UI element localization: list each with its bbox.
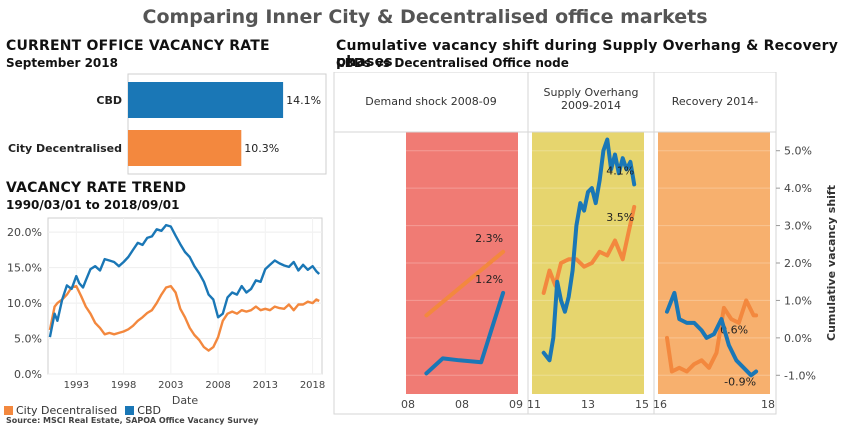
shift-y-tick: 1.0% [784, 294, 812, 307]
shift-end-label: 2.3% [475, 232, 503, 245]
shift-x-tick: 08 [401, 398, 415, 411]
trend-y-tick: 20.0% [7, 226, 42, 239]
shift-panel-label: Demand shock 2008-09 [365, 95, 496, 108]
shift-x-tick: 15 [635, 398, 649, 411]
shift-y-label: Cumulative vacancy shift [825, 185, 838, 341]
trend-line-decentralised [48, 284, 320, 352]
trend-line-chart: 0.0% 5.0% 10.0% 15.0% 20.0% 1993 1998 2003 2008 2… [7, 217, 325, 407]
bar-value-label: 10.3% [244, 142, 279, 155]
shift-y-tick: 2.0% [784, 257, 812, 270]
shift-y-tick: 5.0% [784, 145, 812, 158]
shift-line-cbd [665, 290, 759, 378]
trend-heading: VACANCY RATE TREND [6, 180, 187, 196]
trend-x-tick: 2013 [253, 380, 278, 391]
shift-panel-frame [653, 72, 777, 415]
page-title: Comparing Inner City & Decentralised off… [142, 6, 708, 28]
trend-y-tick: 0.0% [14, 368, 42, 381]
shift-panel-label: Recovery 2014- [672, 95, 758, 108]
vacancy-subheading: September 2018 [6, 56, 118, 70]
trend-y-tick: 10.0% [7, 297, 42, 310]
legend-swatch-decentralised [4, 406, 13, 415]
shift-end-label: 4.1% [606, 164, 634, 177]
shift-line-cbd [541, 137, 637, 363]
trend-x-tick: 2018 [300, 380, 325, 391]
bar-decentralised [128, 130, 242, 166]
vacancy-bar-chart: CBD 14.1% City Decentralised 10.3% [8, 73, 327, 175]
bar-category-label: City Decentralised [8, 142, 122, 155]
source-note: Source: MSCI Real Estate, SAPOA Office V… [6, 416, 259, 425]
vacancy-heading: CURRENT OFFICE VACANCY RATE [6, 38, 270, 54]
trend-x-tick: 2003 [158, 380, 183, 391]
shift-end-label: 1.2% [475, 273, 503, 286]
shift-x-tick: 11 [527, 398, 541, 411]
shift-panel-label: Supply Overhang [544, 86, 639, 99]
shift-x-tick: 13 [581, 398, 595, 411]
shift-phase-band [406, 132, 518, 394]
bar-value-label: 14.1% [286, 94, 321, 107]
shift-x-tick: 16 [653, 398, 667, 411]
trend-x-tick: 1993 [64, 380, 89, 391]
trend-x-label: Date [172, 394, 199, 407]
trend-line-cbd [48, 223, 321, 338]
shift-heading: Cumulative vacancy shift during Supply O… [336, 38, 839, 70]
trend-x-tick: 2008 [205, 380, 230, 391]
trend-plot-frame [47, 217, 323, 375]
legend-swatch-cbd [125, 406, 135, 415]
shift-line-chart: Demand shock 2008-09 Supply Overhang2009-… [333, 72, 838, 415]
shift-line-cbd [424, 290, 506, 376]
shift-subheading: CBDs vs Decentralised Office node [336, 56, 569, 70]
shift-x-tick: 18 [761, 398, 775, 411]
bar-category-label: CBD [96, 94, 122, 107]
shift-y-tick: -1.0% [784, 369, 816, 382]
shift-y-tick: 4.0% [784, 182, 812, 195]
legend-label-cbd: CBD [137, 404, 161, 417]
trend-y-tick: 5.0% [14, 333, 42, 346]
shift-end-label: -0.9% [724, 376, 756, 389]
shift-x-tick: 09 [509, 398, 523, 411]
trend-y-tick: 15.0% [7, 262, 42, 275]
legend: City Decentralised CBD [4, 404, 161, 417]
trend-subheading: 1990/03/01 to 2018/09/01 [6, 198, 180, 212]
shift-line-decentralised [665, 298, 759, 374]
bar-plot-frame [127, 73, 327, 175]
shift-panel-label: 2009-2014 [561, 99, 621, 112]
shift-phase-band [658, 132, 770, 394]
shift-line-decentralised [424, 249, 506, 318]
shift-y-tick: 3.0% [784, 220, 812, 233]
legend-label-decentralised: City Decentralised [16, 404, 118, 417]
shift-end-label: 3.5% [606, 211, 634, 224]
bar-cbd [128, 82, 284, 118]
shift-x-tick: 08 [455, 398, 469, 411]
trend-x-tick: 1998 [111, 380, 136, 391]
shift-y-tick: 0.0% [784, 332, 812, 345]
